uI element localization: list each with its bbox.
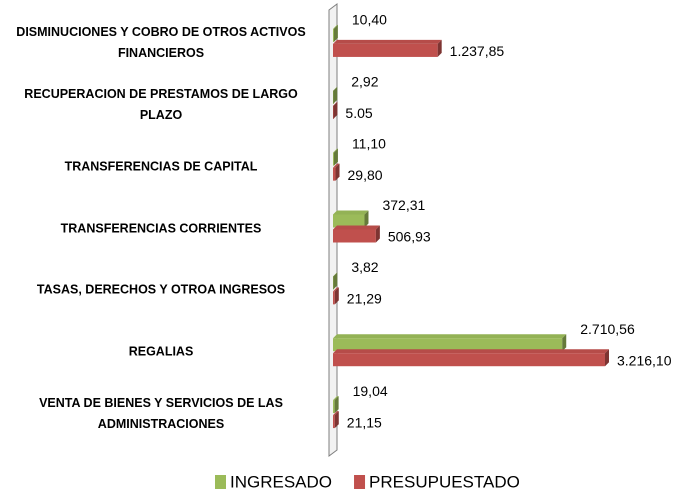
category-label: DISMINUCIONES Y COBRO DE OTROS ACTIVOS F… bbox=[16, 24, 306, 60]
bar bbox=[333, 225, 380, 243]
bar bbox=[333, 349, 609, 367]
bar-top bbox=[333, 334, 567, 339]
bar bbox=[333, 24, 338, 42]
category-label: TRANSFERENCIAS CORRIENTES bbox=[60, 221, 262, 235]
bar-side bbox=[333, 24, 338, 42]
value-label: 21,15 bbox=[347, 414, 382, 430]
bar-side bbox=[364, 210, 369, 228]
value-label: 372,31 bbox=[382, 197, 425, 213]
bar-side bbox=[334, 396, 339, 414]
bar-top bbox=[333, 39, 442, 44]
bar-side bbox=[375, 225, 380, 243]
value-label: 3.216,10 bbox=[617, 352, 672, 368]
bar-top bbox=[333, 86, 338, 91]
bar-side bbox=[333, 272, 338, 290]
bar bbox=[333, 163, 340, 181]
bar-top bbox=[333, 411, 339, 416]
bar-face bbox=[333, 214, 365, 228]
bar-face bbox=[333, 353, 605, 367]
bar bbox=[333, 101, 338, 119]
legend-label: INGRESADO bbox=[230, 472, 332, 491]
bar bbox=[333, 396, 339, 414]
bar bbox=[333, 210, 369, 228]
value-label: 21,29 bbox=[347, 291, 382, 307]
legend-swatch bbox=[354, 475, 366, 489]
bar bbox=[333, 272, 338, 290]
bar-top bbox=[333, 163, 340, 168]
value-label: 10,40 bbox=[352, 12, 387, 28]
value-label: 1.237,85 bbox=[450, 43, 505, 59]
legend-swatch bbox=[215, 475, 226, 489]
bar-top bbox=[333, 396, 339, 401]
bar-side bbox=[334, 411, 339, 429]
bar-face bbox=[333, 167, 336, 181]
bar-face bbox=[333, 338, 563, 352]
value-label: 506,93 bbox=[388, 229, 431, 245]
bar-face bbox=[333, 415, 335, 429]
bar bbox=[333, 86, 338, 104]
bar-top bbox=[333, 349, 609, 354]
value-label: 29,80 bbox=[348, 167, 383, 183]
bar-face bbox=[333, 229, 376, 243]
bar-side bbox=[604, 349, 609, 367]
bar-face bbox=[333, 291, 335, 305]
value-label: 3,82 bbox=[351, 259, 378, 275]
value-label: 19,04 bbox=[353, 383, 388, 399]
bar-top bbox=[333, 225, 380, 230]
bar-side bbox=[335, 163, 340, 181]
bar-top bbox=[333, 24, 338, 29]
category-label: RECUPERACION DE PRESTAMOS DE LARGO PLAZO bbox=[24, 86, 298, 122]
category-label: VENTA DE BIENES Y SERVICIOS DE LAS ADMIN… bbox=[39, 396, 283, 432]
bar-top bbox=[333, 287, 339, 292]
bar-face bbox=[333, 400, 335, 414]
bar bbox=[333, 148, 338, 166]
value-label: 11,10 bbox=[352, 135, 386, 151]
bar bbox=[333, 287, 339, 305]
bar-top bbox=[333, 148, 338, 153]
bar-face bbox=[333, 28, 334, 42]
bar-face bbox=[333, 152, 334, 166]
bar bbox=[333, 411, 339, 429]
value-label: 2.710,56 bbox=[580, 321, 635, 337]
category-label: REGALIAS bbox=[128, 344, 194, 359]
bar-top bbox=[333, 210, 369, 215]
bar-side bbox=[562, 334, 567, 352]
value-label: 2,92 bbox=[351, 73, 378, 89]
bar-side bbox=[437, 39, 442, 57]
bar-side bbox=[333, 86, 338, 104]
bar-top bbox=[333, 101, 338, 106]
bar-side bbox=[333, 148, 338, 166]
bar-side bbox=[334, 287, 339, 305]
category-label: TASAS, DERECHOS Y OTROA INGRESOS bbox=[36, 282, 286, 297]
value-label: 5.05 bbox=[345, 105, 372, 121]
bar-face bbox=[333, 43, 438, 57]
legend-label: PRESUPUESTADO bbox=[369, 472, 520, 491]
category-label: TRANSFERENCIAS DE CAPITAL bbox=[64, 159, 258, 174]
bar bbox=[333, 334, 567, 352]
bar-top bbox=[333, 272, 338, 277]
bar-side bbox=[333, 101, 338, 119]
bar bbox=[333, 39, 442, 57]
